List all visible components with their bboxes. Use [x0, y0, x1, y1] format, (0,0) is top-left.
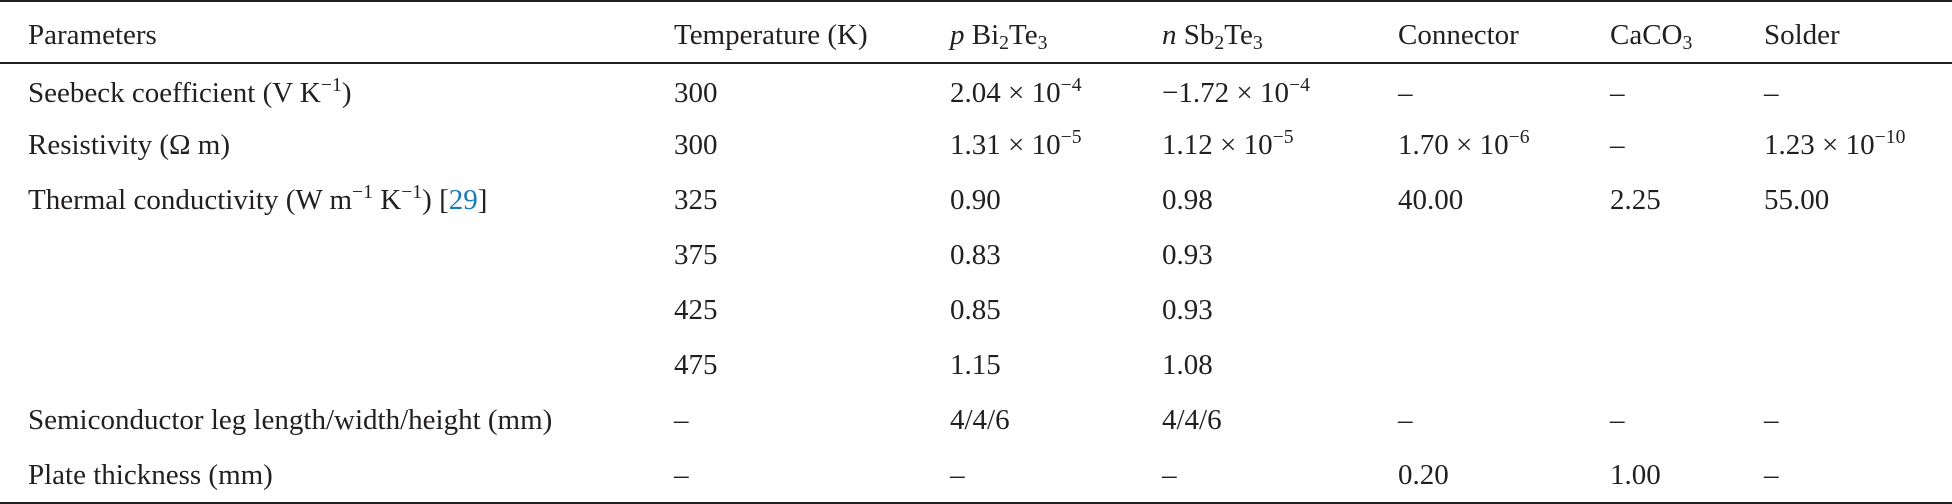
- header-temperature: Temperature (K): [674, 0, 950, 64]
- cell-caco3-value: –: [1610, 129, 1625, 161]
- cell-connector-value: 0.20: [1398, 448, 1610, 504]
- header-parameters: Parameters: [0, 0, 674, 64]
- cell-empty: [1764, 283, 1952, 338]
- cell-temperature: 375: [674, 239, 718, 271]
- cell-temperature: 325: [674, 184, 718, 216]
- cell-n-value: –: [1162, 448, 1398, 504]
- cell-n-value: 4/4/6: [1162, 404, 1222, 436]
- table-row-thermal-conductivity: Thermal conductivity (W m−1 K−1) [29] 32…: [0, 173, 1952, 228]
- table-row-resistivity: Resistivity (Ω m) 300 1.31 × 10−5 1.12 ×…: [0, 118, 1952, 173]
- cell-param-seebeck: Seebeck coefficient (V K−1): [28, 73, 352, 109]
- cell-empty: [1610, 338, 1764, 393]
- cell-empty: [1398, 283, 1610, 338]
- cell-n-value: 0.93: [1162, 239, 1213, 271]
- cell-p-value: 0.83: [950, 239, 1001, 271]
- cell-p-value: 4/4/6: [950, 404, 1010, 436]
- cell-solder-value: –: [1764, 76, 1779, 109]
- cell-n-value: 0.93: [1162, 294, 1213, 326]
- cell-connector-value: –: [1398, 404, 1413, 436]
- cell-param-plate: Plate thickness (mm): [0, 448, 674, 504]
- cell-temperature: 475: [674, 349, 718, 381]
- cell-empty: [1610, 228, 1764, 283]
- cell-p-value: 0.85: [950, 294, 1001, 326]
- cell-param-thermal: Thermal conductivity (W m−1 K−1) [29]: [28, 181, 488, 216]
- cell-p-value: –: [950, 448, 1162, 504]
- cell-solder-value: 55.00: [1764, 184, 1830, 216]
- cell-param-empty: [0, 228, 674, 283]
- cell-empty: [1764, 228, 1952, 283]
- cell-temperature: 425: [674, 294, 718, 326]
- citation-link[interactable]: 29: [448, 184, 478, 216]
- header-solder: Solder: [1764, 0, 1952, 64]
- cell-empty: [1398, 338, 1610, 393]
- cell-temperature: 300: [674, 129, 718, 161]
- table-row-seebeck: Seebeck coefficient (V K−1) 300 2.04 × 1…: [0, 63, 1952, 118]
- cell-empty: [1764, 338, 1952, 393]
- cell-caco3-value: 1.00: [1610, 448, 1764, 504]
- cell-n-value: 1.08: [1162, 349, 1213, 381]
- cell-solder-value: 1.23 × 10−10: [1764, 126, 1906, 161]
- header-caco3: CaCO3: [1610, 0, 1764, 64]
- cell-connector-value: 40.00: [1398, 184, 1464, 216]
- table-row-thermal-425: 425 0.85 0.93: [0, 283, 1952, 338]
- header-connector: Connector: [1398, 0, 1610, 64]
- table-row-plate-thickness: Plate thickness (mm) – – – 0.20 1.00 –: [0, 448, 1952, 504]
- cell-empty: [1610, 283, 1764, 338]
- table-row-thermal-475: 475 1.15 1.08: [0, 338, 1952, 393]
- cell-p-value: 1.31 × 10−5: [950, 126, 1082, 161]
- cell-empty: [1398, 228, 1610, 283]
- cell-temperature: –: [674, 448, 950, 504]
- cell-n-value: −1.72 × 10−4: [1162, 73, 1310, 109]
- cell-p-value: 1.15: [950, 349, 1001, 381]
- table-row-leg-dimensions: Semiconductor leg length/width/height (m…: [0, 393, 1952, 448]
- cell-param-empty: [0, 283, 674, 338]
- cell-solder-value: –: [1764, 448, 1952, 504]
- cell-temperature: –: [674, 404, 689, 436]
- cell-connector-value: 1.70 × 10−6: [1398, 126, 1530, 161]
- cell-n-value: 1.12 × 10−5: [1162, 126, 1294, 161]
- cell-solder-value: –: [1764, 404, 1779, 436]
- table-row-thermal-375: 375 0.83 0.93: [0, 228, 1952, 283]
- cell-temperature: 300: [674, 76, 718, 109]
- cell-connector-value: –: [1398, 76, 1413, 109]
- cell-caco3-value: 2.25: [1610, 184, 1661, 216]
- cell-p-value: 0.90: [950, 184, 1001, 216]
- cell-param-empty: [0, 338, 674, 393]
- cell-param-leg: Semiconductor leg length/width/height (m…: [28, 404, 553, 436]
- cell-caco3-value: –: [1610, 76, 1625, 109]
- cell-caco3-value: –: [1610, 404, 1625, 436]
- cell-n-value: 0.98: [1162, 184, 1213, 216]
- cell-param-resistivity: Resistivity (Ω m): [28, 129, 230, 161]
- cell-p-value: 2.04 × 10−4: [950, 73, 1082, 109]
- header-n-sb2te3: n Sb2Te3: [1162, 0, 1398, 64]
- header-row: Parameters Temperature (K) p Bi2Te3 n Sb…: [0, 0, 1952, 64]
- header-p-bi2te3: p Bi2Te3: [950, 0, 1162, 64]
